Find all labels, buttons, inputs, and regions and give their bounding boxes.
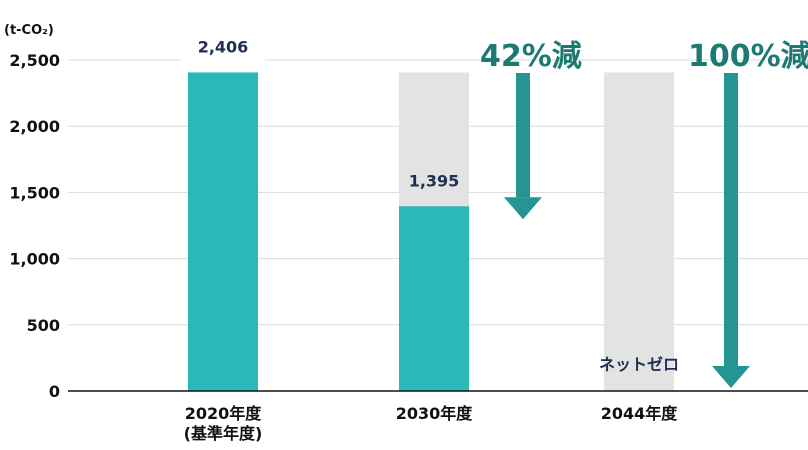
x-axis-ticks: 2020年度(基準年度) 2030年度 2044年度 <box>184 404 679 443</box>
reduction-arrows <box>504 73 750 388</box>
value-labels: 2,406 1,395 ネットゼロ 42%減 100%減 <box>181 30 808 374</box>
y-tick-label: 2,500 <box>9 51 60 70</box>
reduction-arrow-shaft <box>724 73 738 366</box>
reference-bar <box>604 72 674 391</box>
x-tick-label: 2030年度 <box>396 404 474 423</box>
x-tick-label: 2044年度 <box>601 404 679 423</box>
value-label-backing <box>181 30 265 65</box>
value-label: 1,395 <box>409 171 460 190</box>
y-tick-label: 1,000 <box>9 250 60 269</box>
value-bar <box>188 72 258 391</box>
value-label: 2,406 <box>198 37 249 56</box>
reduction-arrow-shaft <box>516 73 530 198</box>
y-axis-unit-label: (t-CO₂) <box>4 23 54 38</box>
y-axis-ticks: 0 500 1,000 1,500 2,000 2,500 <box>9 51 60 401</box>
x-tick-label: (基準年度) <box>184 424 263 443</box>
value-bar <box>399 206 469 391</box>
value-label: ネットゼロ <box>599 355 679 374</box>
reduction-label: 100%減 <box>688 39 808 74</box>
y-tick-label: 1,500 <box>9 183 60 202</box>
bars <box>188 72 674 391</box>
reduction-label: 42%減 <box>480 39 582 74</box>
y-tick-label: 0 <box>49 382 60 401</box>
x-tick-label: 2020年度 <box>185 404 263 423</box>
y-tick-label: 2,000 <box>9 117 60 136</box>
y-tick-label: 500 <box>27 316 60 335</box>
reduction-arrow-head <box>504 197 542 220</box>
reduction-arrow-head <box>712 366 750 388</box>
